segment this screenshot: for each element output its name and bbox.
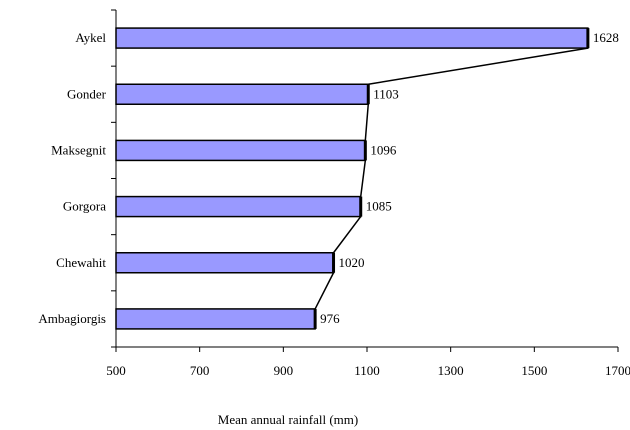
bar bbox=[115, 83, 370, 105]
x-tick-label: 1500 bbox=[521, 363, 547, 378]
x-tick-label: 1100 bbox=[354, 363, 380, 378]
value-label: 1628 bbox=[593, 30, 619, 45]
labels: 500 700 900 1100 1300 1500 1700 Aykel 1628 Gonder… bbox=[38, 30, 630, 378]
bars bbox=[115, 27, 590, 330]
connecting-line-group bbox=[314, 47, 589, 310]
axes bbox=[111, 9, 619, 352]
category-label: Gorgora bbox=[63, 199, 106, 214]
x-tick-label: 700 bbox=[190, 363, 210, 378]
value-label: 1103 bbox=[373, 86, 399, 101]
value-label: 1020 bbox=[339, 255, 365, 270]
bar bbox=[115, 252, 335, 274]
bar bbox=[115, 195, 362, 218]
category-label: Aykel bbox=[75, 30, 106, 45]
category-label: Gonder bbox=[67, 86, 107, 101]
bar bbox=[115, 139, 367, 162]
value-label: 1096 bbox=[370, 142, 397, 157]
value-label: 1085 bbox=[366, 199, 392, 214]
category-label: Chewahit bbox=[56, 255, 106, 270]
bar bbox=[115, 27, 589, 49]
category-label: Ambagiorgis bbox=[38, 311, 106, 326]
x-tick-label: 1700 bbox=[605, 363, 630, 378]
x-tick-label: 900 bbox=[274, 363, 294, 378]
bar bbox=[115, 308, 316, 330]
connecting-line bbox=[314, 47, 589, 310]
x-tick-label: 500 bbox=[106, 363, 126, 378]
x-tick-label: 1300 bbox=[438, 363, 464, 378]
value-label: 976 bbox=[320, 311, 340, 326]
category-label: Maksegnit bbox=[51, 142, 106, 157]
x-axis-title: Mean annual rainfall (mm) bbox=[218, 412, 358, 427]
